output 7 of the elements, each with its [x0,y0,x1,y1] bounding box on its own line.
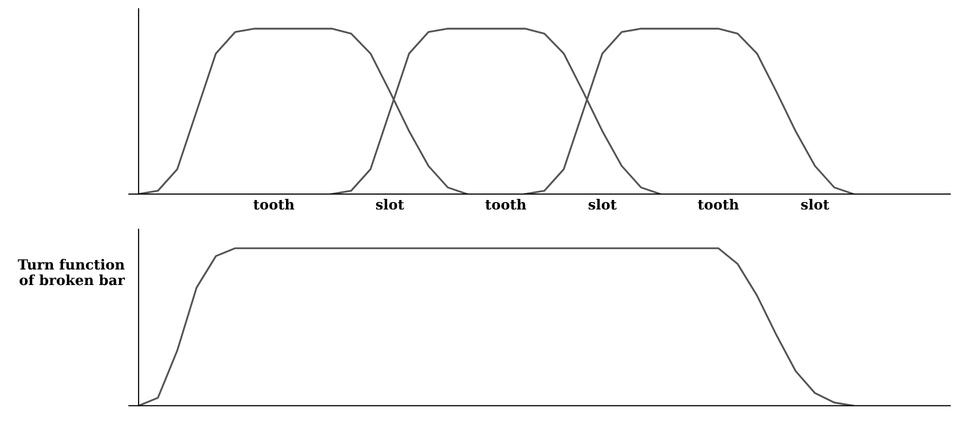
x-tick-label: slot [588,198,617,210]
x-tick-label: tooth [698,198,739,210]
x-tick-label: tooth [253,198,294,210]
x-tick-label: tooth [485,198,526,210]
y-axis-title: Turn function of broken bar [18,258,125,286]
x-tick-label: slot [376,198,404,210]
x-tick-label: slot [801,198,830,210]
